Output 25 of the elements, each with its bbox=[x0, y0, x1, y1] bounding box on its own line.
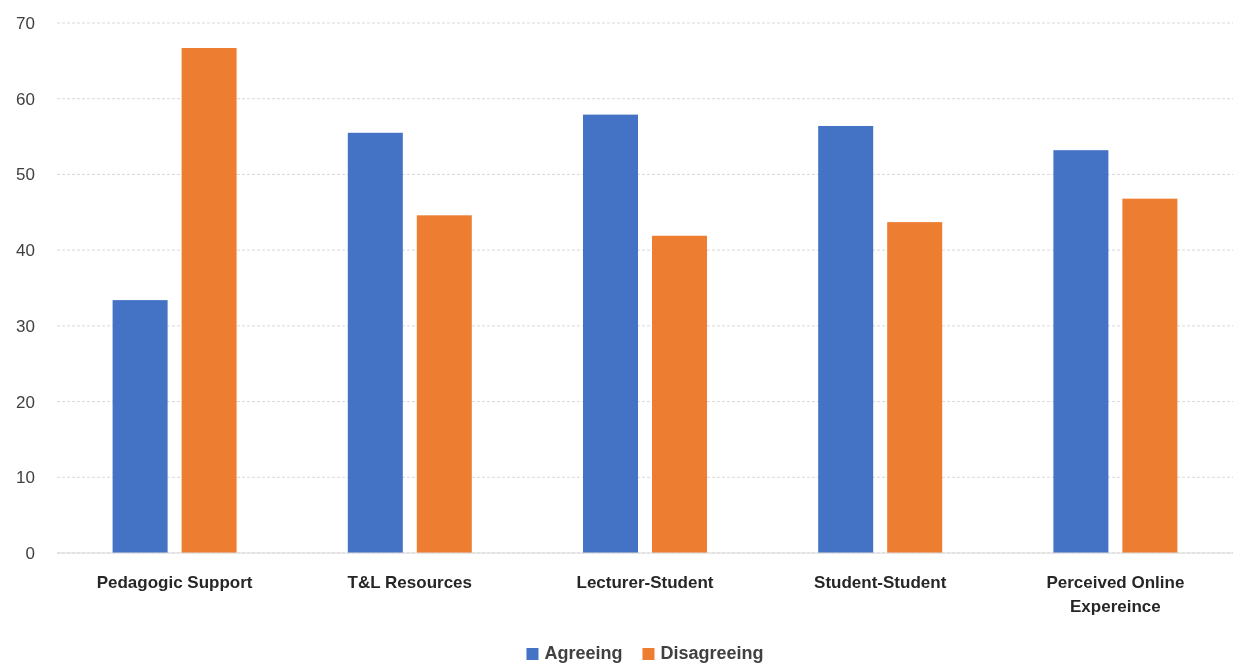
y-tick-label: 30 bbox=[16, 316, 35, 336]
bar bbox=[181, 47, 237, 553]
x-tick-label: Lecturer-Student bbox=[576, 573, 714, 592]
y-tick-label: 60 bbox=[16, 89, 35, 109]
y-tick-label: 40 bbox=[16, 241, 35, 261]
bar bbox=[1122, 198, 1178, 553]
legend-label: Agreeing bbox=[544, 643, 623, 663]
y-tick-label: 50 bbox=[16, 165, 35, 185]
bar bbox=[112, 300, 168, 553]
bar bbox=[652, 235, 707, 553]
y-tick-label: 0 bbox=[25, 543, 35, 563]
bar bbox=[818, 125, 874, 553]
bar bbox=[416, 215, 472, 553]
x-tick-label: Perceived Online Expereince bbox=[1046, 573, 1185, 616]
y-tick-label: 70 bbox=[16, 13, 35, 33]
bar bbox=[583, 114, 638, 553]
x-tick-label: T&L Resources bbox=[347, 573, 472, 592]
x-tick-label: Student-Student bbox=[814, 573, 947, 592]
bar bbox=[1053, 150, 1109, 553]
bar bbox=[887, 222, 943, 553]
bar bbox=[347, 132, 403, 553]
legend-label: Disagreeing bbox=[660, 643, 764, 663]
x-tick-label: Pedagogic Support bbox=[96, 573, 253, 592]
y-tick-label: 10 bbox=[16, 468, 35, 488]
y-tick-label: 20 bbox=[16, 392, 35, 412]
